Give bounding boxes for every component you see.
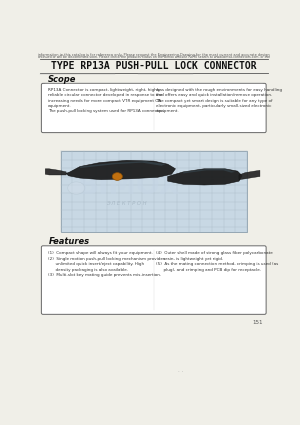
Text: RP13A Connector is compact, lightweight, right, highly
reliable circular connect: RP13A Connector is compact, lightweight,… [48,88,164,113]
Text: BIMOX: BIMOX [77,172,180,200]
Text: Э Л Е К Т Р О Н: Э Л Е К Т Р О Н [106,201,147,206]
Text: TYPE RP13A PUSH-PULL LOCK CONNECTOR: TYPE RP13A PUSH-PULL LOCK CONNECTOR [51,61,256,71]
Ellipse shape [68,182,85,194]
Polygon shape [168,169,242,185]
Text: All non-RoHS products have been discontinued or will be discontinued soon. Pleas: All non-RoHS products have been disconti… [0,55,300,59]
Polygon shape [80,161,165,168]
Text: The product information in this catalog is for reference only. Please request th: The product information in this catalog … [15,53,292,57]
Text: Features: Features [48,238,89,246]
Bar [61,151,247,232]
Text: (1)  Compact shape will always fit your equipment.
(2)  Single motion push-pull : (1) Compact shape will always fit your e… [48,251,165,277]
Polygon shape [183,169,235,173]
Text: . .: . . [178,368,184,373]
Polygon shape [66,160,176,180]
Text: 151: 151 [253,320,263,325]
FancyBboxPatch shape [41,246,266,314]
Text: was designed with the rough environments for easy handling
and offers easy and q: was designed with the rough environments… [156,88,282,113]
Polygon shape [239,170,260,180]
Polygon shape [45,169,66,175]
Text: ru: ru [209,177,219,187]
Text: Scope: Scope [48,75,77,84]
FancyBboxPatch shape [41,83,266,133]
Ellipse shape [112,173,122,180]
Text: (4)  Outer shell made of strong glass fiber polycarbonate
      resin, is lightw: (4) Outer shell made of strong glass fib… [156,251,278,272]
